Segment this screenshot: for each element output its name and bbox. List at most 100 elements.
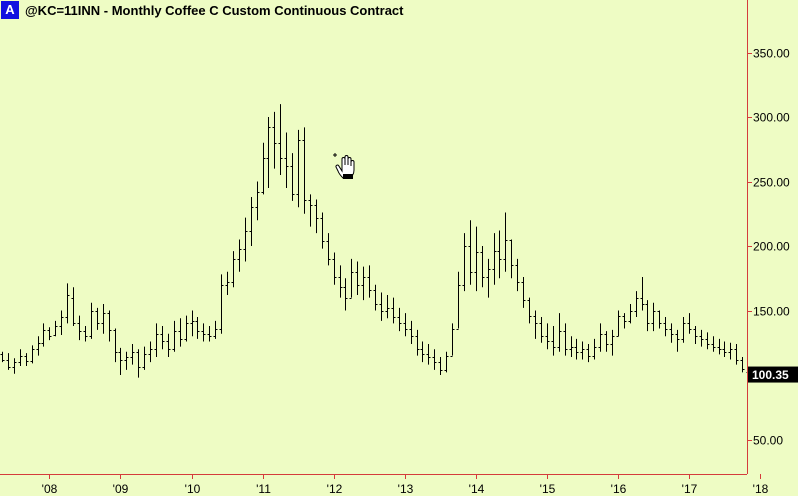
ohlc-bar (492, 233, 497, 285)
ohlc-bar (349, 258, 354, 299)
ohlc-bar (124, 351, 129, 370)
ohlc-bar (645, 300, 650, 332)
ohlc-bar (480, 246, 485, 288)
ohlc-bar (563, 323, 568, 356)
ohlc-bar (166, 333, 171, 357)
ohlc-bar (36, 336, 41, 356)
ohlc-bar (699, 329, 704, 347)
ohlc-bar (302, 127, 307, 214)
ohlc-bar (681, 316, 686, 343)
ohlc-bar (136, 349, 141, 378)
ohlc-bar (65, 283, 70, 324)
ohlc-bar (420, 341, 425, 363)
ohlc-bar (130, 344, 135, 365)
hand-pointer-icon (333, 153, 355, 179)
ohlc-bar (95, 307, 100, 330)
ohlc-bar (634, 291, 639, 317)
x-tick-label: '10 (185, 482, 201, 496)
ohlc-bar (379, 292, 384, 321)
ohlc-bar (604, 331, 609, 352)
ohlc-bar (409, 320, 414, 345)
ohlc-bar (616, 310, 621, 337)
ohlc-bar (338, 265, 343, 298)
y-tick-label: 150.00 (753, 305, 790, 319)
ohlc-bar (403, 313, 408, 337)
ohlc-bar (415, 329, 420, 356)
ohlc-bar (142, 346, 147, 370)
ohlc-bar (444, 351, 449, 373)
ohlc-bar (113, 328, 118, 363)
ohlc-bar (296, 129, 301, 208)
ohlc-bar (255, 181, 260, 221)
ohlc-bar (261, 142, 266, 195)
ohlc-bar (521, 276, 526, 308)
ohlc-bar (722, 341, 727, 357)
ohlc-bar (509, 239, 514, 279)
ohlc-bar (474, 226, 479, 292)
ohlc-bar (272, 111, 277, 169)
ohlc-bar (557, 313, 562, 352)
ohlc-bar (284, 132, 289, 188)
ohlc-bar (592, 338, 597, 360)
ohlc-bar (432, 349, 437, 370)
ohlc-bar (551, 325, 556, 356)
ohlc-bar (734, 344, 739, 365)
ohlc-bar (468, 220, 473, 285)
ohlc-bar (18, 349, 23, 366)
ohlc-bar (148, 341, 153, 363)
ohlc-bars (0, 104, 751, 378)
ohlc-bar (184, 315, 189, 342)
ohlc-bar (663, 316, 668, 337)
ohlc-bar (101, 304, 106, 334)
ohlc-bar (657, 310, 662, 329)
ohlc-bar (243, 217, 248, 262)
ohlc-bar (172, 320, 177, 352)
ohlc-bar (574, 338, 579, 360)
ohlc-bar (53, 320, 58, 337)
ohlc-bar (456, 271, 461, 330)
ohlc-bar (332, 252, 337, 285)
ohlc-bar (527, 297, 532, 324)
x-tick-label: '09 (113, 482, 129, 496)
x-tick-label: '14 (469, 482, 485, 496)
ohlc-bar (237, 239, 242, 272)
ohlc-bar (355, 261, 360, 296)
ohlc-bar (586, 344, 591, 363)
ohlc-bar (610, 329, 615, 356)
ohlc-bar (740, 356, 745, 373)
ohlc-bar (266, 117, 271, 188)
ohlc-bar (207, 325, 212, 342)
ohlc-bar (486, 258, 491, 298)
last-price-label: 100.35 (752, 368, 789, 382)
ohlc-bar (640, 276, 645, 311)
x-tick-label: '18 (753, 482, 769, 496)
ohlc-bar (385, 295, 390, 319)
last-price-marker: 100.35 (748, 366, 798, 383)
ohlc-bar (12, 358, 17, 374)
ohlc-bar (515, 258, 520, 292)
ohlc-bar (580, 341, 585, 360)
chart-badge[interactable]: A (1, 1, 19, 19)
ohlc-bar (450, 323, 455, 357)
ohlc-bar (391, 297, 396, 324)
ohlc-bar (711, 336, 716, 352)
ohlc-bar (397, 307, 402, 332)
chart-header: A @KC=11INN - Monthly Coffee C Custom Co… (0, 0, 404, 20)
ohlc-bar (438, 356, 443, 375)
ohlc-bar (628, 304, 633, 324)
y-tick-label: 200.00 (753, 240, 790, 254)
ohlc-bar (107, 310, 112, 342)
y-tick-label: 350.00 (753, 47, 790, 61)
ohlc-bar (6, 353, 11, 370)
ohlc-bar (320, 212, 325, 249)
x-tick-label: '17 (682, 482, 698, 496)
ohlc-bar (314, 199, 319, 234)
ohlc-bar (373, 284, 378, 311)
ohlc-bar (569, 336, 574, 357)
ohlc-bar (178, 318, 183, 347)
ohlc-bar (326, 233, 331, 266)
ohlc-bar (687, 313, 692, 334)
ohlc-bar (343, 278, 348, 311)
ohlc-bar (717, 338, 722, 355)
